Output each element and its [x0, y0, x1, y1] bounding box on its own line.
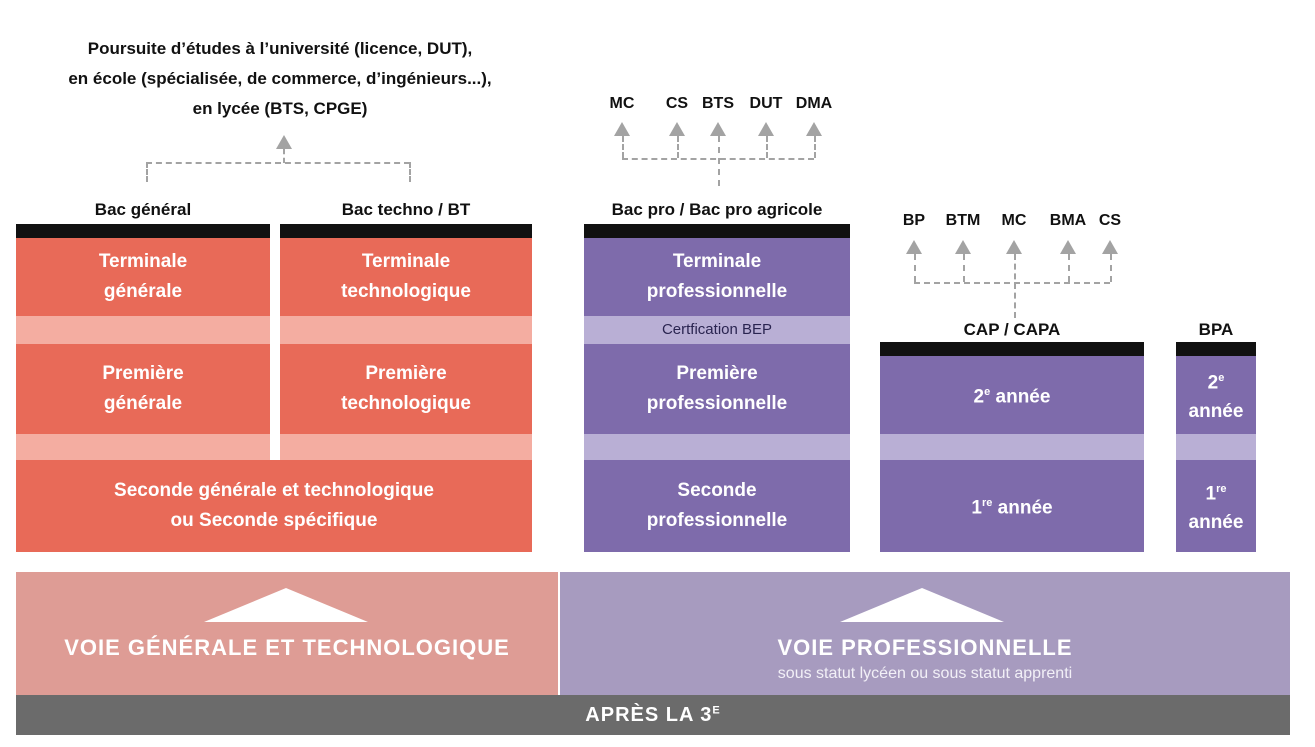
further-studies-arrow-icon: [276, 135, 292, 149]
premiere-pro-cell: Première professionnelle: [584, 344, 850, 434]
arrow-up-icon: [1006, 240, 1022, 254]
separator-band: [584, 434, 850, 460]
outcome-bma: BMA: [1049, 212, 1087, 229]
voie-professionnelle-band: VOIE PROFESSIONNELLE sous statut lycéen …: [560, 572, 1290, 695]
apres-la-3e-bar: APRÈS LA 3E: [16, 695, 1290, 735]
arrow-up-icon: [1102, 240, 1118, 254]
bac-techno-bar: [280, 224, 532, 238]
terminale-techno-cell: Terminale technologique: [280, 238, 532, 316]
arrow-up-icon: [669, 122, 685, 136]
bpa-year1-cell: 1re année: [1176, 460, 1256, 552]
separator-band: [16, 434, 270, 460]
bpa-year2-cell: 2e année: [1176, 356, 1256, 434]
arrow-up-icon: [1060, 240, 1076, 254]
seconde-generale-cell: Seconde générale et technologique ou Sec…: [16, 460, 532, 552]
connector-line: [146, 162, 148, 182]
cap-label: CAP / CAPA: [963, 320, 1061, 339]
further-studies-note: Poursuite d’études à l’université (licen…: [0, 34, 560, 124]
cap-year1-cell: 1re année: [880, 460, 1144, 552]
bac-pro-bar: [584, 224, 850, 238]
outcome-mc: MC: [609, 95, 635, 112]
voie-professionnelle-title: VOIE PROFESSIONNELLE: [777, 635, 1073, 660]
outcome-cs: CS: [665, 95, 689, 112]
terminale-generale-cell: Terminale générale: [16, 238, 270, 316]
connector-line: [1014, 254, 1016, 318]
triangle-up-icon: [840, 588, 1004, 622]
separator-band: [280, 316, 532, 344]
separator-band: [880, 434, 1144, 460]
connector-line: [283, 149, 285, 163]
arrow-up-icon: [806, 122, 822, 136]
certification-bep-band: Certfication BEP: [584, 316, 850, 344]
separator-band: [280, 434, 532, 460]
bpa-bar: [1176, 342, 1256, 356]
bac-pro-label: Bac pro / Bac pro agricole: [611, 200, 823, 219]
voie-generale-band: VOIE GÉNÉRALE ET TECHNOLOGIQUE: [16, 572, 558, 695]
terminale-pro-cell: Terminale professionnelle: [584, 238, 850, 316]
connector-line: [914, 254, 916, 282]
seconde-pro-cell: Seconde professionnelle: [584, 460, 850, 552]
connector-line: [814, 136, 816, 158]
cap-year2-cell: 2e année: [880, 356, 1144, 434]
connector-line: [914, 282, 1110, 284]
outcome-mc-cap: MC: [1001, 212, 1027, 229]
connector-line: [1068, 254, 1070, 282]
voie-generale-title: VOIE GÉNÉRALE ET TECHNOLOGIQUE: [64, 635, 510, 660]
connector-line: [1110, 254, 1112, 282]
cap-bar: [880, 342, 1144, 356]
premiere-generale-cell: Première générale: [16, 344, 270, 434]
bpa-label: BPA: [1198, 320, 1234, 339]
arrow-up-icon: [614, 122, 630, 136]
connector-line: [766, 136, 768, 158]
connector-line: [963, 254, 965, 282]
connector-line: [622, 136, 624, 158]
further-studies-line-1: Poursuite d’études à l’université (licen…: [87, 39, 473, 58]
bac-general-label: Bac général: [94, 200, 192, 219]
outcome-bts: BTS: [702, 95, 734, 112]
arrow-up-icon: [758, 122, 774, 136]
separator-band: [16, 316, 270, 344]
connector-line: [718, 136, 720, 186]
further-studies-line-2: en école (spécialisée, de commerce, d’in…: [68, 69, 492, 88]
connector-line: [677, 136, 679, 158]
triangle-up-icon: [204, 588, 368, 622]
apres-la-3e-label: APRÈS LA 3E: [585, 703, 721, 726]
bac-general-bar: [16, 224, 270, 238]
connector-line: [409, 162, 411, 182]
outcome-bp: BP: [902, 212, 926, 229]
further-studies-line-3: en lycée (BTS, CPGE): [192, 99, 368, 118]
outcome-dut: DUT: [749, 95, 783, 112]
outcome-btm: BTM: [945, 212, 981, 229]
arrow-up-icon: [710, 122, 726, 136]
bac-techno-label: Bac techno / BT: [341, 200, 471, 219]
voie-professionnelle-subtitle: sous statut lycéen ou sous statut appren…: [777, 665, 1073, 682]
arrow-up-icon: [955, 240, 971, 254]
arrow-up-icon: [906, 240, 922, 254]
connector-line: [146, 162, 410, 164]
outcome-dma: DMA: [795, 95, 833, 112]
separator-band: [1176, 434, 1256, 460]
outcome-cs-cap: CS: [1098, 212, 1122, 229]
premiere-techno-cell: Première technologique: [280, 344, 532, 434]
